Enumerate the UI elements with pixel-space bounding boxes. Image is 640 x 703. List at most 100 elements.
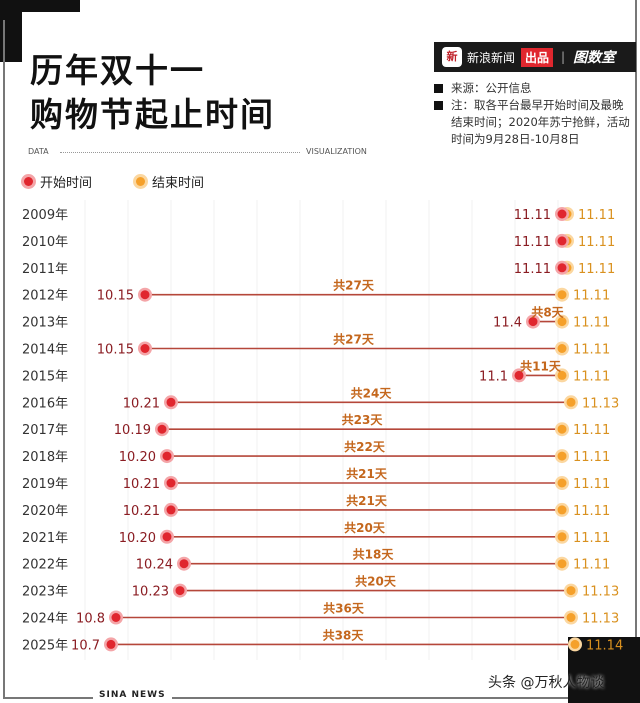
start-dot: [528, 317, 538, 327]
duration-label: 共36天: [323, 601, 365, 616]
end-dot: [557, 344, 567, 353]
end-dot: [557, 424, 567, 434]
notes: 来源：公开信息 注：取各平台最早开始时间及最晚结束时间；2020年苏宁抢鲜，活动…: [434, 80, 634, 148]
start-dot: [157, 424, 167, 434]
start-dot: [106, 639, 116, 649]
start-dot: [111, 613, 121, 622]
duration-label: 共11天: [520, 358, 562, 373]
year-label: 2022年: [22, 558, 68, 573]
end-dot: [557, 559, 567, 569]
bullet-icon: [434, 101, 443, 110]
frame-line: [3, 20, 5, 698]
end-date-label: 11.11: [573, 477, 610, 492]
start-dot: [179, 559, 189, 569]
legend-start-label: 开始时间: [40, 176, 93, 191]
start-date-label: 11.11: [514, 235, 551, 250]
end-dot: [557, 532, 567, 542]
year-label: 2017年: [22, 423, 68, 438]
start-dot: [514, 370, 524, 380]
start-date-label: 10.23: [132, 585, 169, 600]
duration-label: 共27天: [333, 278, 375, 293]
start-date-label: 11.11: [514, 262, 551, 277]
duration-label: 共8天: [531, 305, 564, 320]
start-dot: [140, 344, 150, 353]
brand-name: 新浪新闻: [467, 50, 516, 65]
chart-title-line1: 历年双十一: [30, 51, 205, 90]
year-label: 2011年: [22, 262, 68, 277]
brand-tag: 出品: [521, 47, 554, 67]
start-dot: [162, 532, 172, 542]
end-date-label: 11.11: [573, 343, 610, 358]
legend-start: 开始时间: [24, 172, 92, 191]
start-dot-icon: [24, 177, 33, 186]
end-dot: [557, 317, 567, 327]
end-date-label: 11.11: [578, 235, 615, 250]
start-date-label: 10.21: [123, 396, 160, 411]
year-label: 2023年: [22, 585, 68, 600]
duration-label: 共23天: [342, 412, 384, 427]
end-date-label: 11.11: [573, 423, 610, 438]
start-date-label: 10.15: [97, 289, 134, 304]
duration-label: 共20天: [355, 574, 397, 589]
source-note: 来源：公开信息: [451, 81, 532, 95]
start-dot: [166, 505, 176, 515]
year-label: 2013年: [22, 316, 68, 331]
start-date-label: 10.20: [119, 531, 156, 546]
end-date-label: 11.11: [573, 316, 610, 331]
frame-line: [635, 0, 637, 640]
duration-label: 共18天: [353, 547, 395, 562]
duration-label: 共20天: [344, 520, 386, 535]
start-date-label: 11.11: [514, 208, 551, 223]
end-date-label: 11.11: [573, 289, 610, 304]
start-dot: [166, 478, 176, 488]
dotted-divider: [60, 152, 300, 153]
year-label: 2015年: [22, 369, 68, 384]
duration-label: 共24天: [351, 385, 393, 400]
start-date-label: 10.8: [76, 612, 105, 627]
watermark: 头条 @万秋人物谈: [488, 675, 605, 691]
end-date-label: 11.11: [573, 558, 610, 573]
end-date-label: 11.14: [586, 638, 623, 653]
chart-title-line2: 购物节起止时间: [30, 95, 275, 134]
year-label: 2014年: [22, 343, 68, 358]
end-date-label: 11.11: [578, 208, 615, 223]
duration-label: 共27天: [333, 332, 375, 347]
year-label: 2024年: [22, 612, 68, 627]
end-dot: [557, 370, 567, 380]
frame-corner: [0, 0, 80, 12]
start-date-label: 10.19: [114, 423, 151, 438]
legend-end: 结束时间: [136, 172, 204, 191]
year-label: 2020年: [22, 504, 68, 519]
end-dot: [557, 505, 567, 515]
start-dot: [166, 397, 176, 407]
start-date-label: 10.20: [119, 450, 156, 465]
start-dot: [162, 451, 172, 461]
data-label: DATA: [28, 147, 49, 156]
year-label: 2021年: [22, 531, 68, 546]
partner-logo: 图数室: [573, 50, 616, 66]
end-dot: [566, 613, 576, 622]
frame-line: [3, 697, 633, 699]
method-note: 注：取各平台最早开始时间及最晚结束时间；2020年苏宁抢鲜，活动时间为9月28日…: [451, 98, 630, 146]
end-dot: [566, 586, 576, 596]
duration-label: 共38天: [323, 627, 365, 642]
duration-label: 共21天: [346, 466, 388, 481]
end-date-label: 11.11: [578, 262, 615, 277]
sina-logo-icon: 新: [442, 47, 462, 67]
viz-label: VISUALIZATION: [306, 147, 367, 156]
brand-bar: 新 新浪新闻 出品 | 图数室: [434, 42, 636, 72]
start-date-label: 11.4: [493, 316, 522, 331]
end-date-label: 11.11: [573, 531, 610, 546]
start-date-label: 10.21: [123, 504, 160, 519]
start-date-label: 10.15: [97, 343, 134, 358]
end-date-label: 11.11: [573, 369, 610, 384]
start-dot: [557, 209, 567, 219]
brand-separator: |: [561, 50, 566, 64]
end-date-label: 11.11: [573, 450, 610, 465]
start-date-label: 10.7: [71, 638, 100, 653]
start-dot: [140, 290, 150, 300]
end-dot: [566, 397, 576, 407]
year-label: 2016年: [22, 396, 68, 411]
bullet-icon: [434, 84, 443, 93]
